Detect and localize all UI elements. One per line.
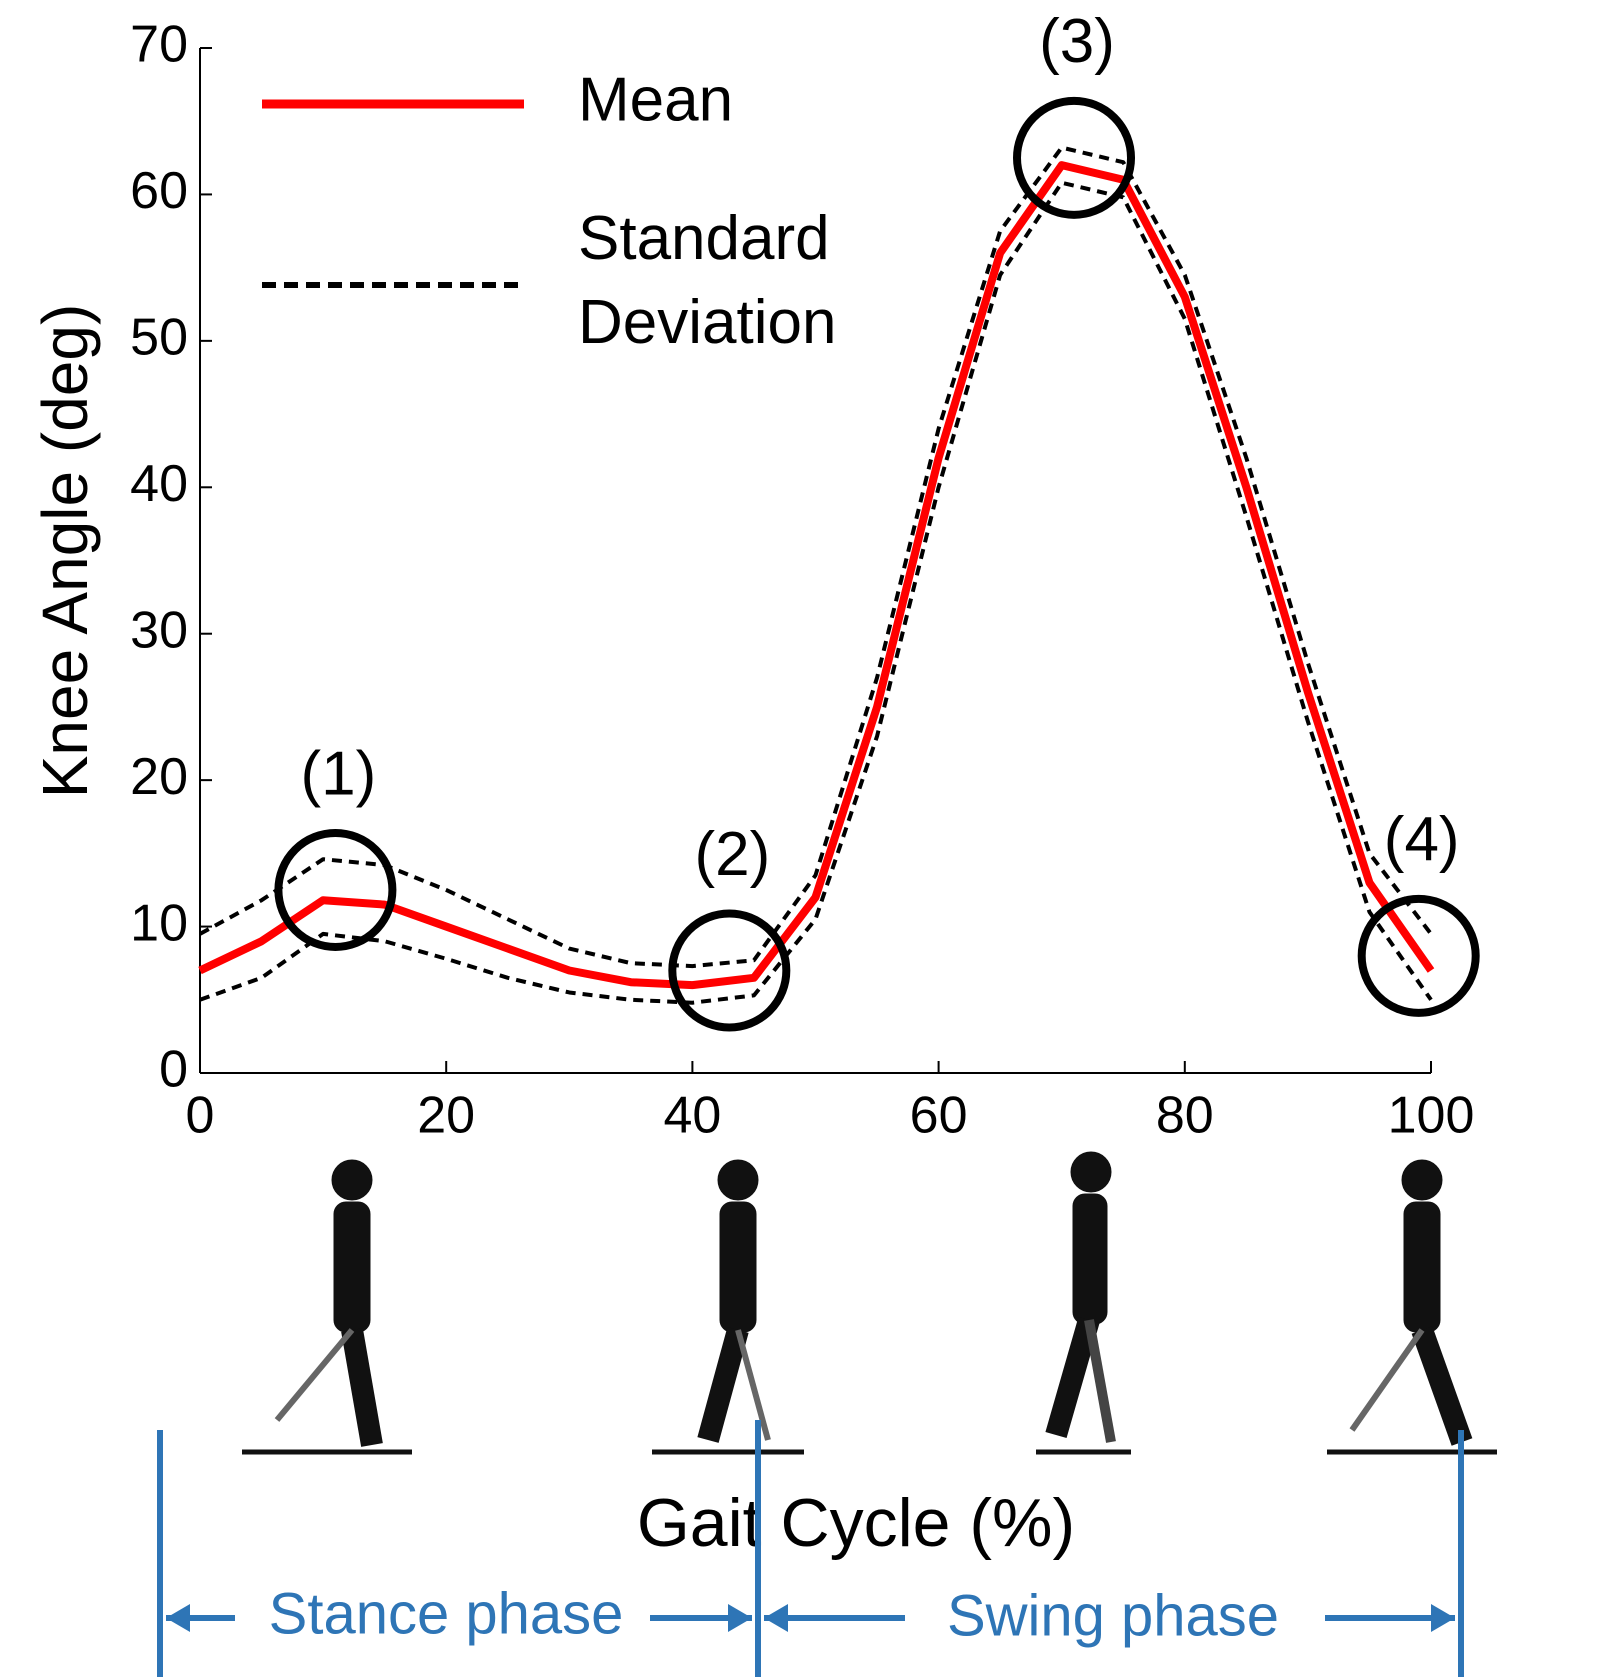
y-axis-label: Knee Angle (deg): [29, 304, 101, 799]
sd-line: [199, 180, 1433, 1005]
annotation-label: (1): [301, 739, 377, 808]
annotation-circle: [274, 828, 397, 951]
x-tick-label: 80: [1156, 1087, 1214, 1145]
x-axis-label: Gait Cycle (%): [637, 1485, 1075, 1561]
y-tick-label: 20: [130, 748, 188, 806]
phase-label: Swing phase: [947, 1583, 1279, 1648]
x-tick-label: 100: [1388, 1087, 1475, 1145]
y-tick-label: 70: [130, 16, 188, 74]
mean-line: [198, 161, 1435, 990]
annotation-label: (2): [694, 820, 770, 889]
walking-figures: [242, 1151, 1497, 1455]
legend-label: Mean: [578, 65, 733, 134]
y-tick-label: 30: [130, 601, 188, 659]
annotation-label: (3): [1039, 7, 1115, 76]
x-tick-label: 60: [910, 1087, 968, 1145]
annotation-circle: [668, 909, 791, 1032]
x-tick-label: 20: [417, 1087, 475, 1145]
x-tick-label: 40: [663, 1087, 721, 1145]
y-tick-label: 40: [130, 455, 188, 513]
annotation-label: (4): [1384, 805, 1460, 874]
x-tick-label: 0: [186, 1087, 215, 1145]
y-tick-label: 50: [130, 309, 188, 367]
phase-label: Stance phase: [269, 1581, 624, 1646]
y-tick-label: 0: [159, 1041, 188, 1099]
annotation-circle: [1013, 96, 1136, 219]
phase-brackets: [157, 1420, 1464, 1677]
annotation-circle: [1357, 894, 1480, 1017]
y-tick-label: 10: [130, 894, 188, 952]
y-tick-label: 60: [130, 162, 188, 220]
sd-line: [199, 145, 1433, 969]
legend-label: Standard Deviation: [578, 204, 836, 357]
